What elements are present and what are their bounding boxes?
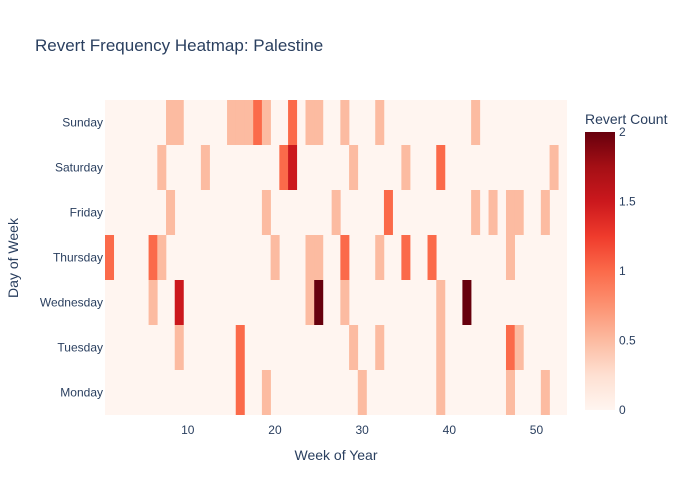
heatmap-cell (235, 370, 245, 415)
x-tick-label: 20 (268, 423, 282, 437)
heatmap-cell (270, 235, 280, 280)
x-axis-title: Week of Year (294, 447, 377, 463)
heatmap-cell (340, 100, 350, 145)
heatmap-cell (436, 370, 446, 415)
colorbar (585, 132, 615, 410)
heatmap-cell (279, 145, 289, 190)
heatmap-cell (314, 100, 324, 145)
heatmap-cell (357, 370, 367, 415)
heatmap-cell (148, 235, 158, 280)
heatmap-cell (340, 280, 350, 325)
heatmap-cell (244, 100, 254, 145)
heatmap-cell (436, 325, 446, 370)
heatmap-cell (549, 145, 559, 190)
colorbar-tick-label: 2 (619, 125, 626, 139)
x-tick-labels: 10 20 30 40 50 (181, 423, 543, 437)
heatmap-cell (505, 190, 515, 235)
heatmap-cell (505, 325, 515, 370)
heatmap-cell (157, 145, 167, 190)
heatmap-cell (540, 370, 550, 415)
heatmap-cell (471, 190, 481, 235)
heatmap-cell (235, 100, 245, 145)
heatmap-cell (174, 280, 184, 325)
heatmap-cell (157, 235, 167, 280)
heatmap-cell (375, 100, 385, 145)
chart-title: Revert Frequency Heatmap: Palestine (35, 36, 323, 55)
y-tick-label: Thursday (53, 251, 103, 265)
heatmap-cell (227, 100, 237, 145)
x-tick-label: 10 (181, 423, 195, 437)
heatmap-cell (375, 325, 385, 370)
heatmap-cell (148, 280, 158, 325)
heatmap-cell (288, 100, 298, 145)
heatmap-cell (314, 235, 324, 280)
y-tick-label: Tuesday (57, 341, 103, 355)
heatmap-cell (174, 325, 184, 370)
heatmap-cell (331, 190, 341, 235)
heatmap-cell (462, 280, 472, 325)
heatmap-cell (383, 190, 393, 235)
heatmap-cell (166, 100, 176, 145)
heatmap-cell (235, 325, 245, 370)
heatmap-cell (375, 235, 385, 280)
heatmap-cell (166, 190, 176, 235)
heatmap-cell (314, 280, 324, 325)
heatmap-cell (514, 325, 524, 370)
y-tick-label: Wednesday (40, 296, 103, 310)
heatmap-cell (436, 280, 446, 325)
y-axis-title: Day of Week (5, 217, 21, 298)
heatmap-cell (471, 100, 481, 145)
heatmap-cell (174, 100, 184, 145)
heatmap-cell (105, 235, 115, 280)
colorbar-tick-label: 0.5 (619, 334, 636, 348)
heatmap-cell (253, 100, 263, 145)
colorbar-title: Revert Count (585, 111, 668, 127)
heatmap-cell (488, 190, 498, 235)
heatmap-cell (401, 145, 411, 190)
heatmap-cell (436, 145, 446, 190)
y-tick-labels: Monday Tuesday Wednesday Thursday Friday Satu… (40, 116, 103, 400)
heatmap-cell (305, 280, 315, 325)
heatmap-cell (349, 145, 359, 190)
y-tick-label: Saturday (55, 161, 103, 175)
heatmap-cell (505, 370, 515, 415)
heatmap-cell (340, 235, 350, 280)
x-tick-label: 50 (530, 423, 544, 437)
heatmap-cell (427, 235, 437, 280)
colorbar-tick-labels: 0 0.5 1 1.5 2 (619, 125, 636, 417)
x-tick-label: 30 (355, 423, 369, 437)
heatmap-cell (288, 145, 298, 190)
colorbar-tick-label: 1 (619, 264, 626, 278)
heatmap-cell (305, 100, 315, 145)
y-tick-label: Friday (70, 206, 103, 220)
heatmap-cell (200, 145, 210, 190)
heatmap-cell (261, 190, 271, 235)
heatmap-cells (105, 100, 559, 415)
colorbar-tick-label: 1.5 (619, 195, 636, 209)
heatmap-cell (505, 235, 515, 280)
y-tick-label: Monday (60, 386, 103, 400)
colorbar-tick-label: 0 (619, 403, 626, 417)
heatmap-cell (261, 370, 271, 415)
heatmap-cell (349, 325, 359, 370)
x-tick-label: 40 (443, 423, 457, 437)
plot-background (105, 100, 567, 415)
y-tick-label: Sunday (62, 116, 103, 130)
heatmap-cell (261, 100, 271, 145)
heatmap-cell (401, 235, 411, 280)
heatmap-cell (540, 190, 550, 235)
heatmap-cell (305, 235, 315, 280)
heatmap-cell (514, 190, 524, 235)
